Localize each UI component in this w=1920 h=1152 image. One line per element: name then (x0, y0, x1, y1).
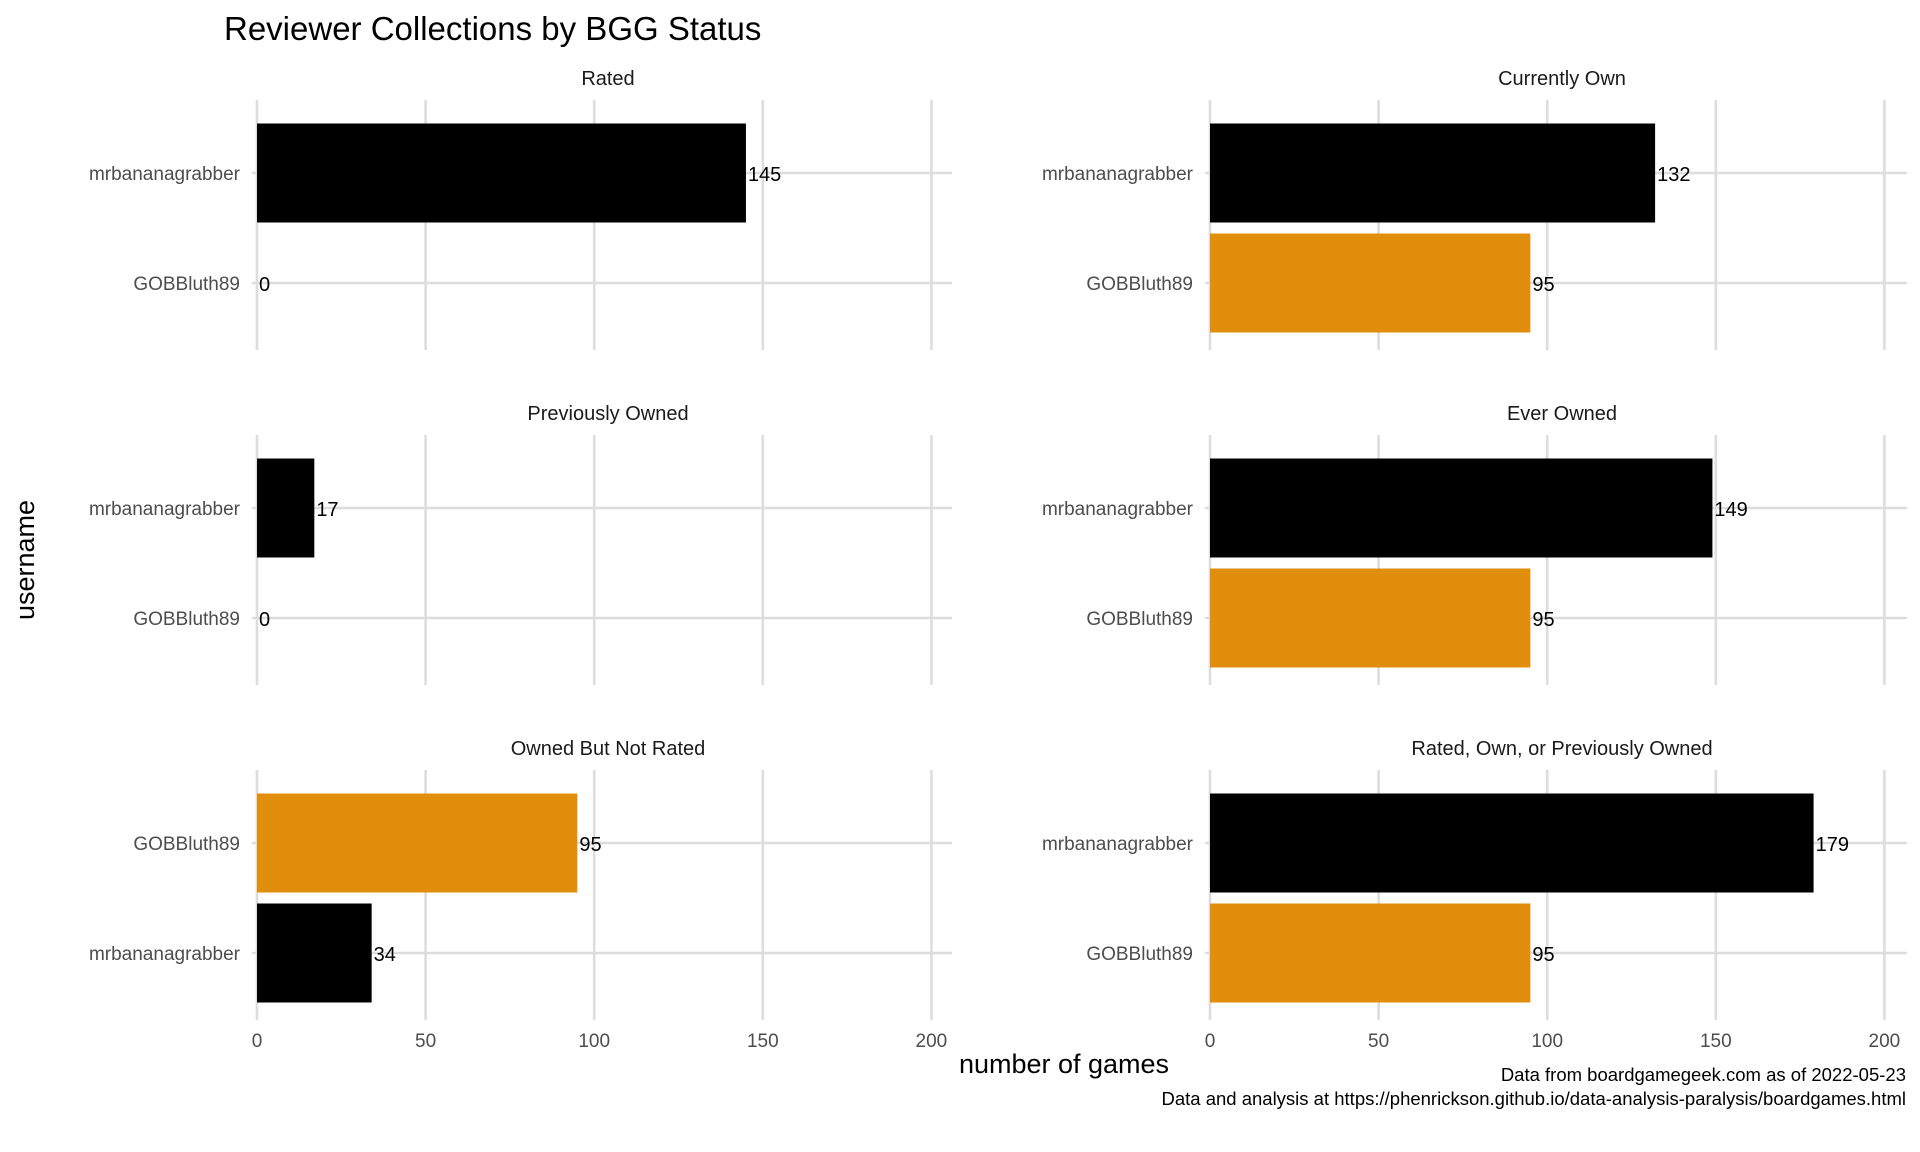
data-label: 95 (1532, 944, 1554, 966)
data-label: 132 (1657, 164, 1690, 186)
x-tick-label: 150 (747, 1031, 779, 1052)
panel-3: Previously Owned mrbananagrabber 17 GOBBlut… (89, 403, 952, 685)
bar-GOBBluth89 (257, 793, 578, 893)
y-axis-title: username (10, 500, 40, 620)
bar-GOBBluth89 (1210, 903, 1531, 1003)
category-label: mrbananagrabber (89, 164, 241, 185)
x-tick-label: 100 (578, 1031, 610, 1052)
category-label: GOBBluth89 (1086, 274, 1193, 295)
panel-title: Owned But Not Rated (511, 738, 706, 760)
x-tick-label: 50 (415, 1031, 436, 1052)
x-tick-label: 100 (1531, 1031, 1563, 1052)
data-label: 17 (316, 499, 338, 521)
data-label: 0 (259, 609, 270, 631)
bar-mrbananagrabber (1210, 458, 1713, 558)
chart-title: Reviewer Collections by BGG Status (224, 10, 761, 47)
caption-line-1: Data from boardgamegeek.com as of 2022-0… (1501, 1064, 1906, 1085)
category-label: mrbananagrabber (1042, 834, 1194, 855)
panel-title: Ever Owned (1507, 403, 1617, 425)
panel-title: Rated (581, 68, 634, 90)
data-label: 34 (374, 944, 396, 966)
data-label: 95 (579, 834, 601, 856)
bar-mrbananagrabber (1210, 123, 1656, 223)
category-label: mrbananagrabber (1042, 164, 1194, 185)
bar-mrbananagrabber (1210, 793, 1814, 893)
panel-6: Rated, Own, or Previously Owned mrbananag… (1042, 738, 1907, 1052)
data-label: 149 (1714, 499, 1747, 521)
bar-GOBBluth89 (1210, 568, 1531, 668)
bar-GOBBluth89 (1210, 233, 1531, 333)
category-label: GOBBluth89 (133, 274, 240, 295)
category-label: mrbananagrabber (89, 499, 241, 520)
x-tick-label: 0 (1205, 1031, 1216, 1052)
category-label: GOBBluth89 (1086, 944, 1193, 965)
category-label: GOBBluth89 (1086, 609, 1193, 630)
x-tick-label: 200 (1869, 1031, 1901, 1052)
x-tick-label: 200 (916, 1031, 948, 1052)
panel-title: Previously Owned (527, 403, 688, 425)
category-label: GOBBluth89 (133, 834, 240, 855)
panel-1: Rated mrbananagrabber 145 GOBBluth89 0 (89, 68, 952, 350)
category-label: mrbananagrabber (89, 944, 241, 965)
category-label: GOBBluth89 (133, 609, 240, 630)
data-label: 145 (748, 164, 781, 186)
x-tick-label: 0 (252, 1031, 263, 1052)
data-label: 95 (1532, 609, 1554, 631)
bar-mrbananagrabber (257, 458, 315, 558)
caption-line-2: Data and analysis at https://phenrickson… (1161, 1088, 1906, 1109)
panel-5: Owned But Not Rated GOBBluth89 95 mrbananag… (89, 738, 952, 1052)
panel-title: Rated, Own, or Previously Owned (1411, 738, 1712, 760)
panel-2: Currently Own mrbananagrabber 132 GOBBluth8… (1042, 68, 1907, 350)
panel-4: Ever Owned mrbananagrabber 149 GOBBluth89 95 (1042, 403, 1907, 685)
data-label: 179 (1816, 834, 1849, 856)
bar-mrbananagrabber (257, 123, 746, 223)
data-label: 0 (259, 274, 270, 296)
bar-mrbananagrabber (257, 903, 372, 1003)
x-tick-label: 150 (1700, 1031, 1732, 1052)
x-tick-label: 50 (1368, 1031, 1389, 1052)
panels: Rated mrbananagrabber 145 GOBBluth89 0 Curren… (89, 68, 1907, 1052)
panel-title: Currently Own (1498, 68, 1626, 90)
data-label: 95 (1532, 274, 1554, 296)
x-axis-title: number of games (959, 1049, 1169, 1079)
category-label: mrbananagrabber (1042, 499, 1194, 520)
